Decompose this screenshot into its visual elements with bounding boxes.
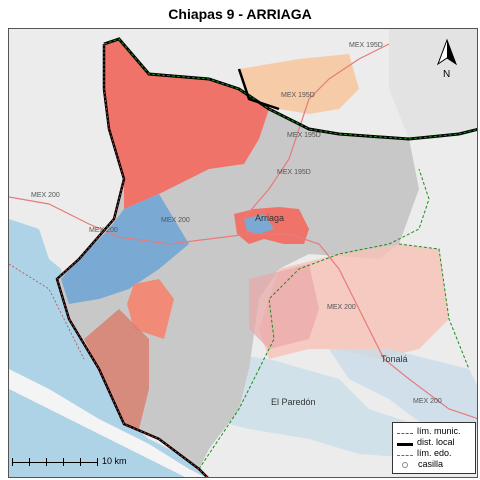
road-label: MEX 195D xyxy=(287,132,321,139)
municipal-boundary-south xyxy=(198,368,260,470)
place-label-el-paredon: El Paredón xyxy=(271,397,316,407)
road-label: MEX 200 xyxy=(161,217,190,224)
scale-tick xyxy=(63,458,64,466)
state-boundary xyxy=(9,263,85,360)
road-label: MEX 200 xyxy=(327,304,356,311)
legend-item-munic: lím. munic. xyxy=(397,426,471,437)
scale-label: 10 km xyxy=(102,456,127,466)
north-arrow: N xyxy=(432,38,462,80)
legend-label: lím. munic. xyxy=(417,426,461,436)
place-label-tonala: Tonalá xyxy=(381,354,408,364)
edo-line-icon xyxy=(397,455,413,456)
beach-strip xyxy=(9,369,205,477)
northeast-area xyxy=(389,29,477,139)
municipal-boundary-east xyxy=(398,243,470,370)
north-label: N xyxy=(443,69,450,80)
scale-line xyxy=(12,462,98,463)
scale-tick xyxy=(80,458,81,466)
legend-label: dist. local xyxy=(417,437,455,447)
municipal-boundary xyxy=(258,168,430,370)
local-line-icon xyxy=(397,442,413,446)
district-outline-inner xyxy=(237,68,280,111)
scale-tick xyxy=(46,458,47,466)
legend-item-casilla: casilla xyxy=(397,459,471,470)
scale-bar: 10 km xyxy=(12,456,152,470)
map-legend: lím. munic. dist. local lím. edo. casill… xyxy=(392,422,476,474)
north-arrow-icon: N xyxy=(436,38,458,80)
salmon-section xyxy=(127,279,174,339)
scale-tick xyxy=(29,458,30,466)
legend-label: casilla xyxy=(418,459,444,469)
district-outline-west-red xyxy=(56,44,208,477)
legend-item-edo: lím. edo. xyxy=(397,448,471,459)
map-svg: MEX 195D MEX 195D MEX 195D MEX 195D MEX 200 M… xyxy=(9,29,477,477)
place-label-arriaga: Arriaga xyxy=(255,213,284,223)
road-label: MEX 195D xyxy=(349,42,383,49)
road-label: MEX 195D xyxy=(277,169,311,176)
road-label: MEX 195D xyxy=(281,92,315,99)
town-blue-section xyxy=(244,214,274,234)
casilla-dot-icon xyxy=(402,461,408,468)
scale-tick xyxy=(97,458,98,466)
road-label: MEX 200 xyxy=(413,398,442,405)
southwest-section xyxy=(84,309,149,429)
north-peach-area xyxy=(239,54,359,114)
district-outline-north-green xyxy=(103,38,477,140)
map-canvas[interactable]: MEX 195D MEX 195D MEX 195D MEX 195D MEX 200 M… xyxy=(8,28,478,478)
road-mex195d xyxy=(238,43,390,225)
munic-line-icon xyxy=(397,433,413,434)
legend-item-local: dist. local xyxy=(397,437,471,448)
district-north-section xyxy=(104,39,269,209)
pink-area xyxy=(249,264,319,349)
southeast-blue-area xyxy=(329,349,477,429)
map-title: Chiapas 9 - ARRIAGA xyxy=(168,6,312,22)
blue-section xyxy=(61,194,189,304)
scale-tick xyxy=(12,458,13,466)
road-label: MEX 200 xyxy=(89,227,118,234)
road-labels: MEX 195D MEX 195D MEX 195D MEX 195D MEX 200 M… xyxy=(31,42,442,405)
road-label: MEX 200 xyxy=(31,192,60,199)
legend-label: lím. edo. xyxy=(417,448,452,458)
